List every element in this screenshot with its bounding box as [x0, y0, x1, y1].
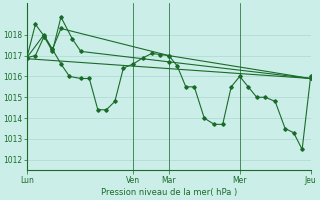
X-axis label: Pression niveau de la mer( hPa ): Pression niveau de la mer( hPa ): [101, 188, 237, 197]
